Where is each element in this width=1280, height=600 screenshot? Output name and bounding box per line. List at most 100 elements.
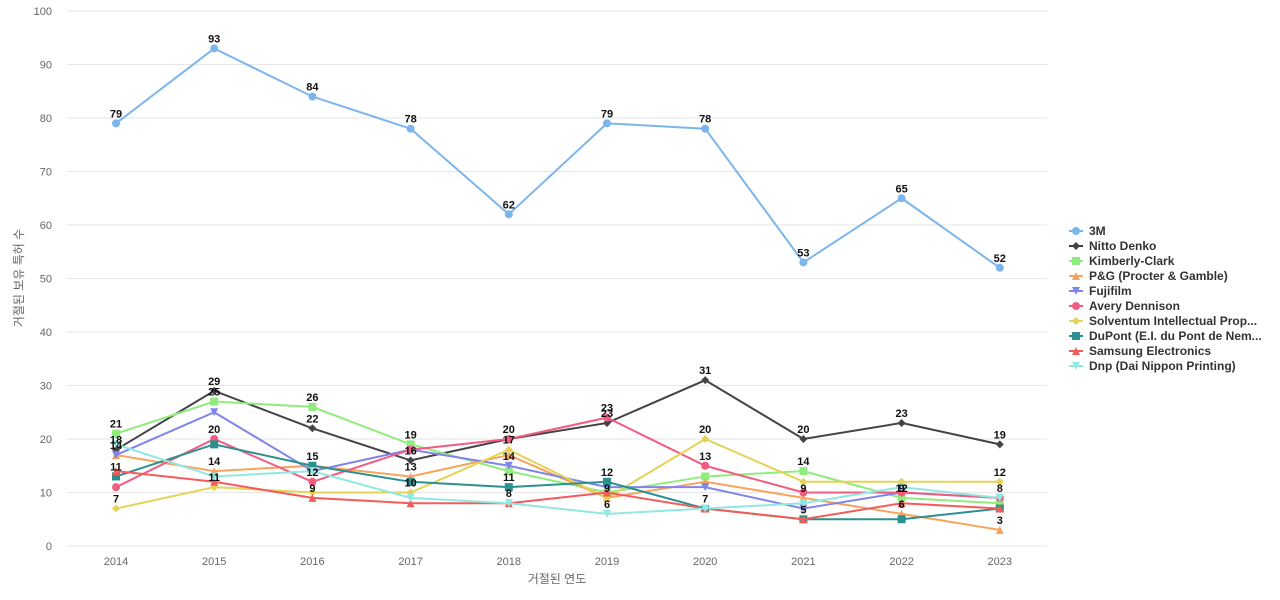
data-point — [504, 467, 513, 476]
y-tick-label: 90 — [40, 60, 52, 72]
legend-item[interactable]: Avery Dennison — [1069, 299, 1180, 313]
data-point — [112, 504, 120, 513]
data-point — [308, 424, 317, 433]
data-label: 11 — [503, 472, 515, 484]
y-tick-label: 10 — [40, 488, 52, 500]
data-point — [897, 194, 906, 203]
y-tick-label: 70 — [40, 167, 52, 179]
data-point — [799, 499, 808, 508]
data-label: 19 — [994, 429, 1006, 441]
x-tick-label: 2021 — [791, 556, 815, 568]
data-point — [112, 119, 120, 128]
data-point — [995, 525, 1004, 534]
data-point — [210, 44, 219, 53]
legend-item[interactable]: 3M — [1069, 224, 1106, 238]
legend-item[interactable]: Samsung Electronics — [1069, 344, 1211, 358]
legend-label: Dnp (Dai Nippon Printing) — [1089, 359, 1236, 373]
legend-label: P&G (Procter & Gamble) — [1089, 269, 1228, 283]
data-point — [112, 472, 120, 481]
y-tick-label: 20 — [40, 434, 52, 446]
legend-item[interactable]: Dnp (Dai Nippon Printing) — [1069, 359, 1236, 373]
data-point — [701, 483, 710, 492]
series-group — [112, 44, 1004, 534]
data-point — [112, 467, 120, 476]
data-label: 15 — [306, 451, 318, 463]
data-label: 21 — [110, 419, 122, 431]
data-point — [504, 483, 513, 492]
legend-label: Kimberly-Clark — [1089, 254, 1175, 268]
legend-item[interactable]: Kimberly-Clark — [1069, 254, 1175, 268]
data-label: 20 — [208, 424, 220, 436]
legend-item[interactable]: Solventum Intellectual Prop... — [1069, 314, 1257, 328]
legend-label: 3M — [1089, 224, 1106, 238]
series-line — [115, 411, 1000, 510]
data-point — [897, 418, 906, 427]
data-label: 12 — [895, 483, 907, 495]
data-point — [995, 493, 1004, 502]
data-label: 14 — [503, 451, 516, 463]
data-label: 78 — [699, 114, 711, 126]
data-point — [210, 386, 219, 395]
legend-label: Solventum Intellectual Prop... — [1089, 314, 1257, 328]
data-label: 23 — [895, 408, 907, 420]
data-point — [701, 504, 710, 513]
data-label: 9 — [604, 483, 610, 495]
x-tick-label: 2019 — [595, 556, 619, 568]
data-point — [504, 451, 513, 460]
legend-item[interactable]: Fujifilm — [1069, 284, 1132, 298]
legend-label: Avery Dennison — [1089, 299, 1180, 313]
data-label: 9 — [309, 483, 315, 495]
legend-symbol — [1072, 362, 1080, 370]
y-tick-label: 80 — [40, 113, 52, 125]
data-point — [406, 124, 415, 133]
data-point — [406, 499, 415, 508]
data-point — [504, 499, 513, 508]
data-point — [799, 467, 808, 476]
legend-label: Fujifilm — [1089, 284, 1132, 298]
legend-item[interactable]: DuPont (E.I. du Pont de Nem... — [1069, 329, 1262, 343]
data-point — [799, 488, 808, 497]
data-label: 25 — [208, 387, 220, 399]
data-label: 23 — [601, 403, 613, 415]
data-point — [308, 477, 317, 486]
series-line — [115, 416, 1000, 499]
legend-symbol — [1072, 302, 1080, 310]
data-point — [210, 472, 219, 481]
data-point — [308, 461, 317, 470]
data-label: 10 — [404, 478, 416, 490]
data-label: 17 — [503, 435, 515, 447]
data-point — [701, 435, 710, 443]
data-point — [995, 477, 1004, 486]
data-label: 79 — [110, 108, 122, 120]
data-label: 8 — [506, 488, 512, 500]
y-tick-label: 30 — [40, 381, 52, 393]
data-label: 52 — [994, 253, 1006, 265]
data-point — [308, 467, 317, 476]
data-point — [897, 515, 906, 524]
data-label: 7 — [702, 494, 708, 506]
data-label: 3 — [997, 515, 1003, 527]
data-label: 11 — [208, 472, 220, 484]
legend-symbol — [1072, 257, 1080, 265]
data-point — [897, 483, 906, 492]
data-point — [308, 402, 317, 411]
data-point — [210, 397, 219, 406]
data-point — [406, 493, 415, 502]
legend-symbol — [1072, 317, 1080, 325]
data-point — [308, 493, 317, 502]
y-tick-label: 100 — [34, 6, 52, 18]
series-line — [115, 470, 1000, 521]
data-point — [406, 440, 415, 449]
data-label: 14 — [208, 456, 221, 468]
data-point — [112, 429, 120, 438]
legend-item[interactable]: P&G (Procter & Gamble) — [1069, 269, 1228, 283]
legend-symbol — [1072, 227, 1080, 235]
data-label: 7 — [113, 494, 119, 506]
data-point — [603, 119, 611, 128]
legend-item[interactable]: Nitto Denko — [1069, 239, 1156, 253]
x-tick-label: 2017 — [398, 556, 422, 568]
data-point — [112, 440, 120, 449]
grid-lines — [67, 10, 1047, 547]
